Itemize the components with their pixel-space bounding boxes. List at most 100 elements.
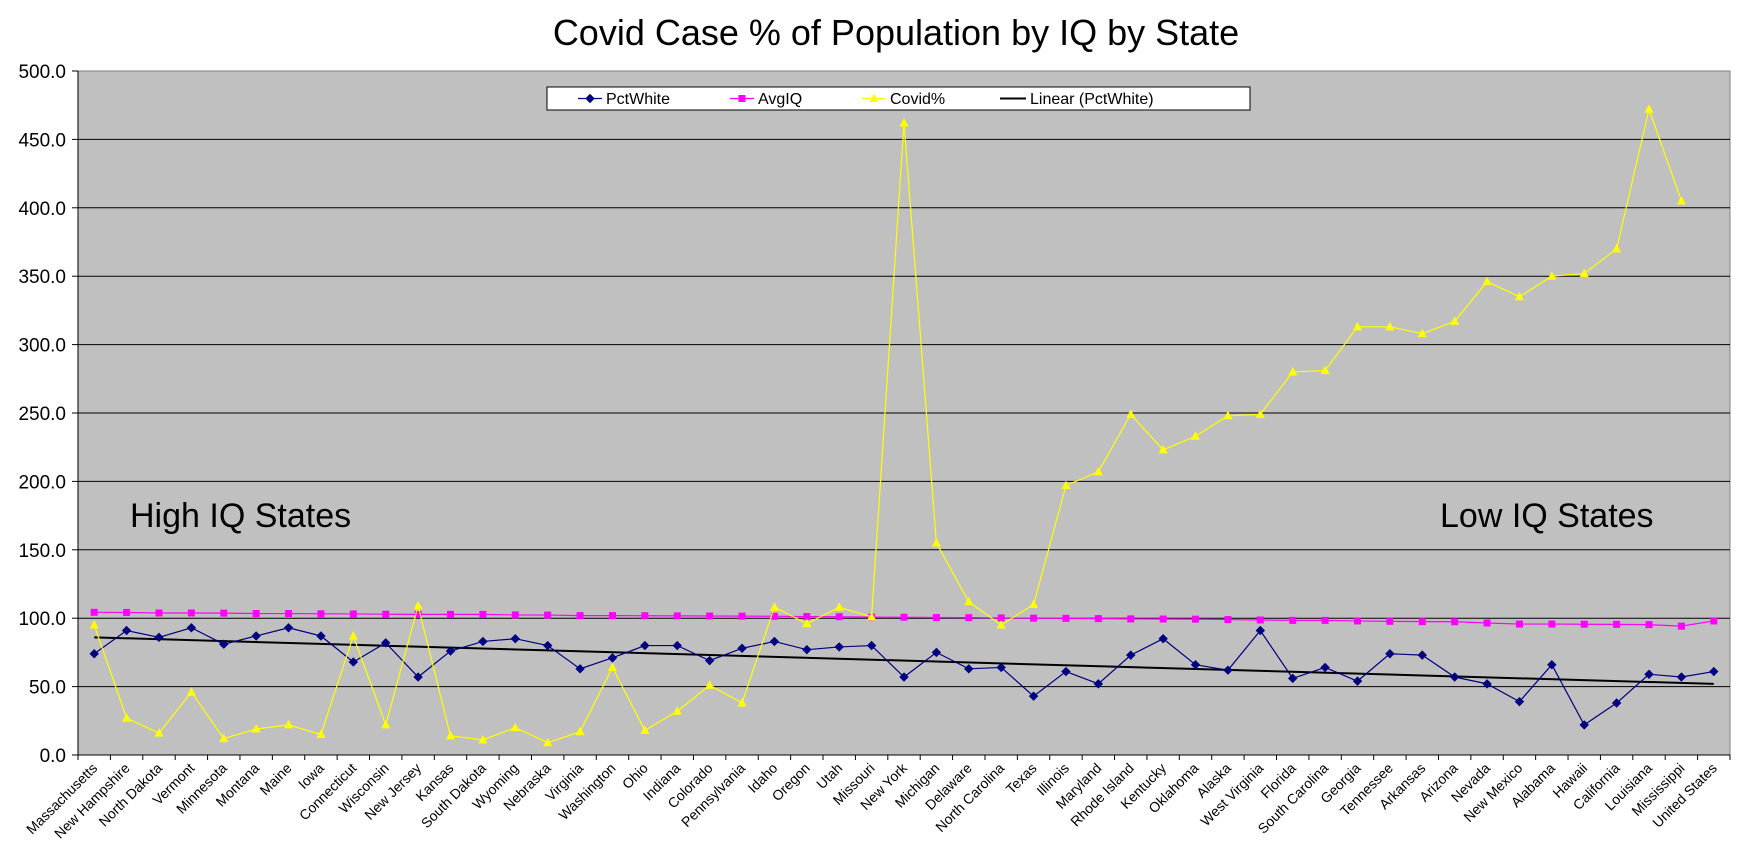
data-point [414, 610, 422, 618]
data-point [1352, 676, 1363, 686]
y-tick-label: 300.0 [18, 336, 66, 357]
data-point [1159, 615, 1167, 623]
data-point [1158, 634, 1168, 644]
data-point [996, 620, 1006, 629]
data-point [706, 612, 714, 620]
data-point [900, 613, 908, 621]
chart-title: Covid Case % of Population by IQ by Stat… [553, 12, 1239, 53]
series-covid- [89, 104, 1686, 747]
data-point [575, 664, 585, 674]
legend-label: Linear (PctWhite) [1030, 91, 1154, 108]
data-point [1321, 616, 1329, 624]
data-point [1191, 431, 1201, 440]
data-point [1612, 243, 1622, 253]
data-point [997, 614, 1005, 622]
data-point [802, 618, 812, 628]
data-point [607, 653, 618, 663]
legend-label: Covid% [890, 91, 945, 108]
data-point [478, 636, 488, 647]
data-point [187, 609, 195, 617]
data-point [1644, 669, 1654, 679]
data-point [1127, 615, 1135, 623]
data-point [1223, 410, 1233, 420]
data-point [964, 664, 974, 674]
data-point [348, 630, 358, 640]
legend-label: PctWhite [606, 91, 670, 108]
y-tick-label: 200.0 [18, 472, 66, 493]
data-point [802, 644, 812, 655]
data-point [672, 640, 682, 651]
legend-label: AvgIQ [758, 91, 802, 108]
data-point [251, 724, 261, 733]
data-point [382, 610, 390, 618]
y-tick-label: 450.0 [18, 130, 66, 151]
data-point [607, 662, 617, 671]
data-point [866, 640, 877, 651]
data-point [1158, 444, 1168, 454]
data-point [1255, 625, 1266, 636]
data-point [1255, 409, 1265, 418]
data-point [1710, 617, 1718, 625]
y-tick-label: 500.0 [18, 62, 66, 83]
data-point [1126, 650, 1136, 660]
data-point [737, 698, 747, 707]
y-tick-label: 0.0 [40, 746, 66, 767]
data-point [640, 725, 650, 734]
data-point [543, 737, 553, 747]
data-point [446, 730, 456, 740]
data-point [445, 646, 456, 656]
data-point [1580, 620, 1588, 628]
y-tick-label: 100.0 [18, 609, 66, 630]
data-point [641, 612, 649, 620]
data-point [1093, 679, 1104, 689]
data-point [1352, 321, 1362, 331]
data-point [932, 614, 940, 622]
data-point [121, 625, 132, 636]
data-point [251, 631, 261, 641]
data-point [479, 610, 487, 618]
data-point [1061, 480, 1071, 490]
data-point [1094, 615, 1102, 623]
data-point [996, 662, 1006, 673]
data-point [1417, 650, 1427, 660]
data-point [1288, 366, 1298, 376]
data-point [510, 722, 520, 732]
data-point [769, 636, 780, 647]
data-point [1029, 599, 1039, 609]
data-point [575, 726, 585, 736]
data-point [413, 672, 423, 682]
data-point [186, 687, 196, 696]
data-point [1126, 409, 1136, 418]
data-point [834, 642, 844, 652]
series [89, 104, 1719, 747]
data-point [1709, 666, 1719, 677]
y-tick-label: 250.0 [18, 404, 66, 425]
data-point [381, 719, 391, 729]
data-point [219, 639, 229, 649]
data-point [252, 610, 260, 618]
data-point [1190, 660, 1201, 670]
data-point [89, 649, 99, 659]
x-tick-label: Texas [1003, 760, 1040, 797]
data-point [803, 613, 811, 621]
data-point [381, 638, 391, 648]
data-point [1353, 617, 1361, 625]
data-point [608, 612, 616, 620]
data-point [1418, 618, 1426, 626]
data-point [1386, 617, 1394, 625]
data-point [542, 640, 553, 651]
data-point [89, 620, 99, 629]
series-line [93, 107, 1682, 744]
data-point [1482, 276, 1492, 286]
data-point [1613, 620, 1621, 628]
data-point [1320, 365, 1330, 375]
data-point [1449, 672, 1460, 682]
annotation-high-iq: High IQ States [130, 497, 351, 535]
data-point [1223, 665, 1233, 675]
data-point [1028, 691, 1039, 701]
data-point [1192, 615, 1200, 623]
data-point [1579, 720, 1589, 730]
data-point [317, 610, 325, 618]
data-point [478, 734, 488, 744]
